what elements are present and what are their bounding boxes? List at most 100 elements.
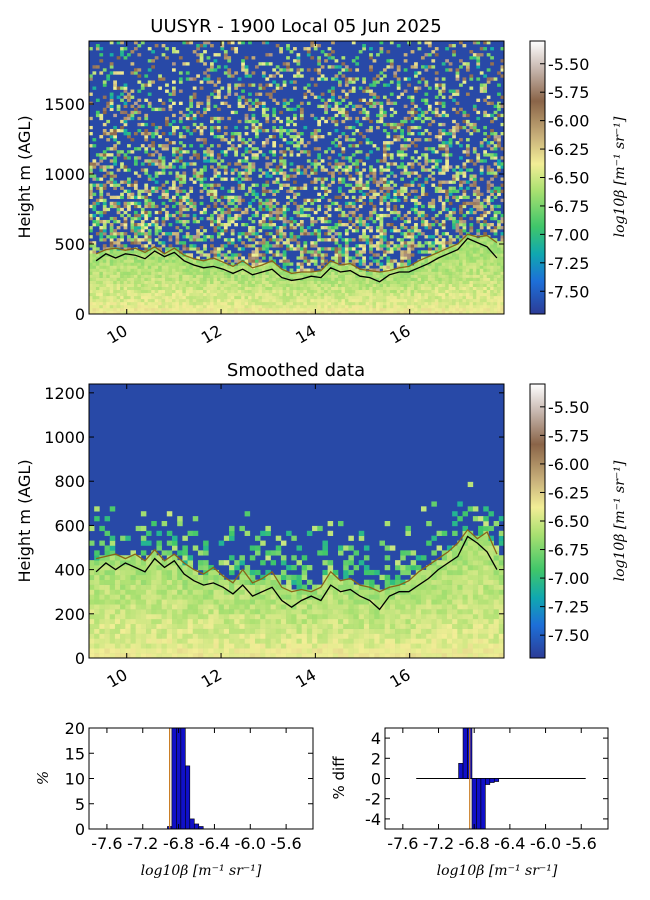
heatmap-cell — [272, 295, 277, 300]
heatmap-cell — [234, 277, 239, 281]
heatmap-cell — [213, 168, 218, 172]
heatmap-cell — [351, 262, 356, 266]
heatmap-cell — [393, 216, 398, 221]
heatmap-cell — [344, 113, 349, 118]
heatmap-cell — [99, 71, 104, 75]
heatmap-cell — [424, 65, 429, 69]
heatmap-cell — [331, 180, 335, 184]
heatmap-cell — [275, 253, 280, 257]
heatmap-cell — [282, 150, 287, 154]
heatmap-cell — [182, 144, 187, 148]
heatmap-cell — [216, 80, 221, 84]
heatmap-cell — [441, 86, 446, 90]
heatmap-cell — [265, 41, 270, 45]
heatmap-cell — [175, 177, 180, 181]
heatmap-cell — [216, 265, 221, 269]
heatmap-cell — [393, 174, 398, 178]
heatmap-cell — [286, 286, 290, 291]
heatmap-cell — [272, 98, 277, 102]
heatmap-cell — [255, 98, 259, 102]
heatmap-cell — [279, 307, 283, 312]
heatmap-cell — [251, 153, 256, 157]
heatmap-cell — [251, 192, 256, 196]
heatmap-cell — [296, 104, 301, 109]
heatmap-cell — [216, 153, 221, 157]
heatmap-cell — [417, 125, 422, 130]
heatmap-cell — [389, 171, 394, 175]
heatmap-cell — [275, 301, 280, 306]
heatmap-cell — [206, 280, 211, 284]
heatmap-cell — [331, 98, 335, 102]
heatmap-cell — [279, 244, 283, 248]
heatmap-cell — [168, 132, 173, 136]
heatmap-cell — [355, 253, 360, 257]
heatmap-cell — [144, 292, 149, 297]
heatmap-cell — [251, 83, 256, 87]
heatmap-cell — [133, 268, 138, 272]
heatmap-cell — [452, 310, 456, 314]
heatmap-cell — [331, 238, 335, 242]
heatmap-cell — [369, 141, 373, 145]
heatmap-cell — [227, 256, 232, 260]
heatmap-cell — [95, 307, 100, 312]
heatmap-cell — [282, 213, 287, 218]
heatmap-cell — [441, 238, 446, 242]
heatmap-cell — [116, 241, 121, 245]
heatmap-cell — [331, 286, 335, 291]
heatmap-cell — [296, 271, 301, 275]
heatmap-cell — [400, 244, 405, 248]
heatmap-cell — [206, 307, 211, 312]
heatmap-cell — [400, 283, 405, 287]
heatmap-cell — [344, 135, 349, 139]
heatmap-cell — [331, 262, 335, 266]
heatmap-cell — [99, 274, 104, 278]
heatmap-cell — [116, 207, 121, 212]
heatmap-cell — [99, 153, 104, 157]
heatmap-cell — [403, 241, 408, 245]
heatmap-cell — [199, 210, 204, 215]
heatmap-cell — [244, 265, 249, 269]
heatmap-cell — [348, 101, 353, 105]
heatmap-cell — [286, 174, 290, 178]
heatmap-cell — [248, 280, 252, 284]
heatmap-cell — [438, 274, 443, 278]
heatmap-cell — [258, 298, 263, 303]
heatmap-cell — [338, 80, 342, 84]
heatmap-cell — [459, 144, 463, 148]
heatmap-cell — [344, 232, 349, 236]
heatmap-cell — [151, 147, 156, 151]
heatmap-cell — [130, 229, 135, 233]
heatmap-cell — [320, 289, 325, 294]
heatmap-cell — [172, 50, 176, 54]
heatmap-cell — [223, 177, 228, 181]
heatmap-cell — [151, 265, 156, 269]
heatmap-cell — [216, 65, 221, 69]
heatmap-cell — [178, 295, 183, 300]
heatmap-cell — [434, 259, 439, 263]
heatmap-cell — [241, 159, 245, 163]
heatmap-cell — [341, 98, 346, 102]
heatmap-cell — [289, 141, 294, 145]
heatmap-cell — [251, 253, 256, 257]
heatmap-cell — [151, 244, 156, 248]
heatmap-cell — [282, 177, 287, 181]
heatmap-cell — [137, 156, 142, 160]
heatmap-cell — [465, 307, 470, 312]
heatmap-cell — [410, 232, 415, 236]
heatmap-cell — [376, 262, 380, 266]
heatmap-cell — [459, 283, 463, 287]
heatmap-cell — [286, 262, 290, 266]
heatmap-cell — [372, 280, 377, 284]
heatmap-cell — [400, 241, 405, 245]
heatmap-cell — [282, 153, 287, 157]
heatmap-cell — [223, 238, 228, 242]
heatmap-cell — [182, 301, 187, 306]
heatmap-cell — [293, 277, 297, 281]
heatmap-cell — [452, 286, 456, 291]
heatmap-cell — [227, 280, 232, 284]
heatmap-cell — [455, 101, 460, 105]
heatmap-cell — [362, 186, 366, 190]
heatmap-cell — [382, 310, 387, 314]
heatmap-cell — [261, 107, 266, 112]
heatmap-cell — [127, 307, 131, 312]
